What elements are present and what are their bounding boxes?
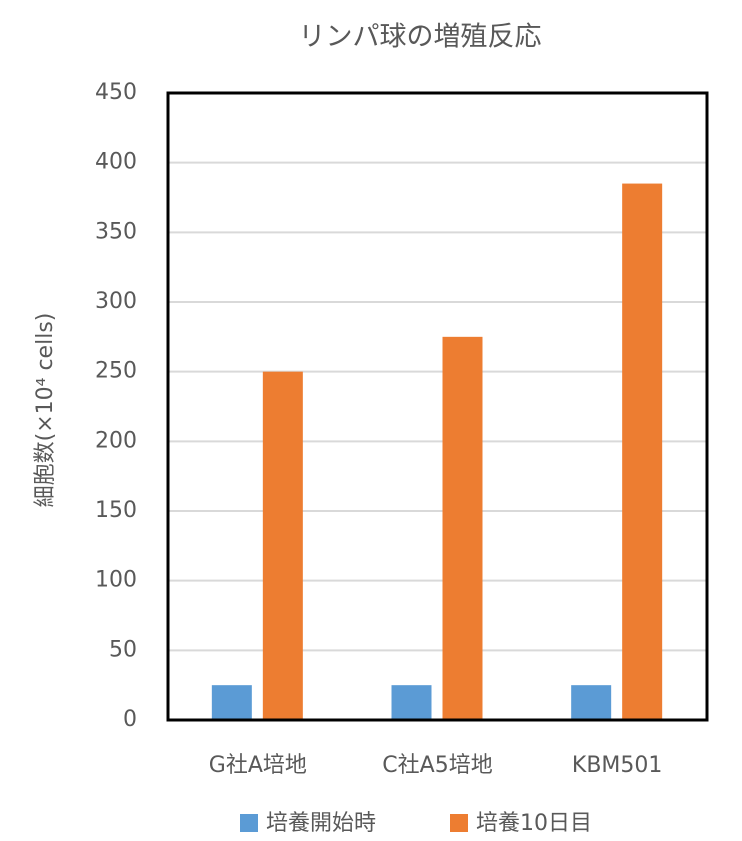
bar	[622, 183, 663, 721]
bar	[262, 371, 303, 720]
x-tick-label: G社A培地	[209, 753, 307, 778]
y-tick-label: 400	[95, 150, 137, 175]
y-tick-label: 350	[95, 219, 137, 244]
plot-border	[166, 91, 709, 722]
bar	[571, 685, 612, 720]
y-tick-label: 0	[123, 707, 137, 732]
legend-swatch	[240, 814, 258, 832]
y-tick-label: 150	[95, 498, 137, 523]
y-tick-label: 300	[95, 289, 137, 314]
y-tick-label: 250	[95, 359, 137, 384]
bar	[391, 685, 432, 720]
y-tick-label: 50	[109, 637, 137, 662]
chart-title: リンパ球の増殖反応	[299, 22, 542, 53]
y-axis-label: 細胞数(×10⁴ cells)	[33, 313, 58, 508]
legend-label: 培養開始時	[266, 811, 376, 836]
y-tick-label: 200	[95, 428, 137, 453]
bar	[211, 685, 252, 720]
x-tick-label: KBM501	[572, 753, 663, 778]
x-tick-label: C社A5培地	[382, 753, 492, 778]
y-tick-label: 100	[95, 568, 137, 593]
bar	[442, 336, 483, 720]
y-tick-label: 450	[95, 80, 137, 105]
legend-swatch	[450, 814, 468, 832]
legend-label: 培養10日目	[476, 811, 592, 836]
